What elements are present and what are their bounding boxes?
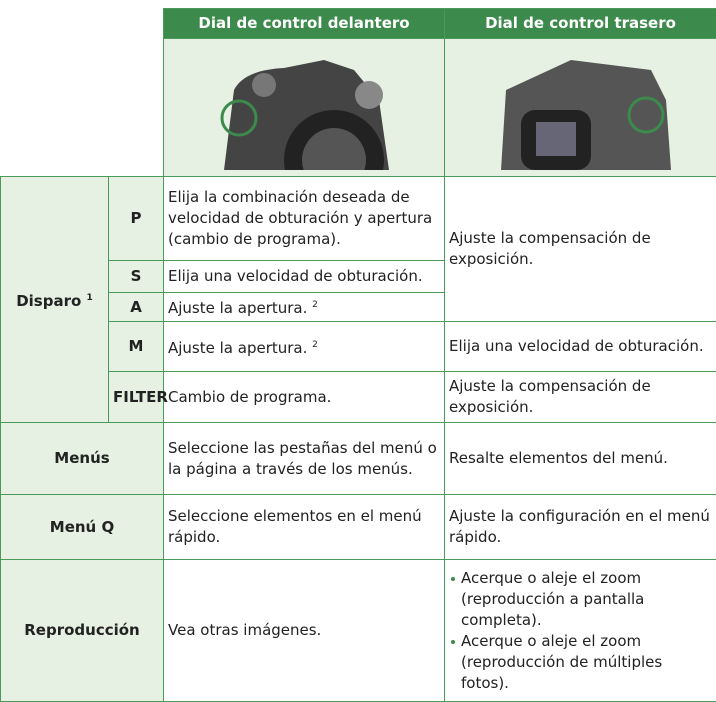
- row-label: Menú Q: [0, 494, 164, 560]
- cell: Resalte elementos del menú.: [444, 422, 716, 495]
- header: Dial de control delantero: [163, 8, 445, 39]
- cell: Vea otras imágenes.: [163, 559, 445, 702]
- list-item: Acerque o aleje el zoom (reproducción de…: [451, 631, 712, 694]
- mode: A: [108, 292, 164, 322]
- footnote: 1: [86, 292, 93, 303]
- mode: M: [108, 321, 164, 372]
- camera-rear-image: [500, 59, 671, 170]
- mode: P: [108, 176, 164, 261]
- cell: Seleccione las pestañas del menú o la pá…: [163, 422, 445, 495]
- image-cell: [444, 38, 716, 177]
- camera-front-image: [220, 59, 389, 210]
- footnote: 2: [312, 339, 318, 350]
- dial-table: Dial de control delantero Dial de contro…: [0, 8, 716, 702]
- image-cell: [163, 38, 445, 210]
- cell: Elija una velocidad de obturación.: [444, 321, 716, 372]
- list: Acerque o aleje el zoom (reproducción a …: [449, 568, 712, 694]
- label: Disparo: [16, 291, 82, 310]
- cell: Ajuste la compensación de exposición.: [444, 176, 716, 322]
- header: Dial de control trasero: [444, 8, 716, 39]
- cell: Ajuste la apertura. 2: [163, 292, 445, 322]
- cell: Cambio de programa.: [163, 371, 445, 423]
- row-label: Reproducción: [0, 559, 164, 702]
- cell: Elija la combinación deseada de velocida…: [163, 176, 445, 261]
- row-label: Menús: [0, 422, 164, 495]
- text: Ajuste la apertura.: [168, 299, 308, 317]
- cell: Seleccione elementos en el menú rápido.: [163, 494, 445, 560]
- cell: Ajuste la apertura. 2: [163, 321, 445, 372]
- cell: Ajuste la compensación de exposición.: [444, 371, 716, 423]
- list-item: Acerque o aleje el zoom (reproducción a …: [451, 568, 712, 631]
- row-label: Disparo 1: [0, 176, 109, 423]
- mode: S: [108, 260, 164, 293]
- cell: Acerque o aleje el zoom (reproducción a …: [444, 559, 716, 702]
- mode: FILTER: [108, 371, 168, 423]
- footnote: 2: [312, 300, 318, 310]
- cell: Elija una velocidad de obturación.: [163, 260, 445, 293]
- blank: [1, 9, 164, 177]
- text: Ajuste la apertura.: [168, 338, 308, 357]
- cell: Ajuste la configuración en el menú rápid…: [444, 494, 716, 560]
